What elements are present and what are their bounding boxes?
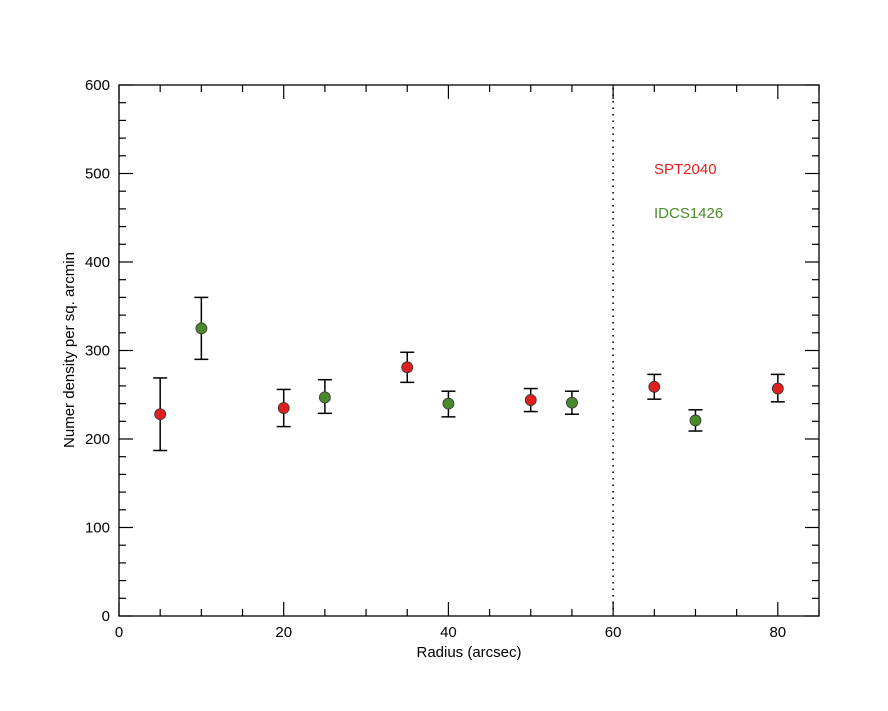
point-spt2040: [401, 361, 414, 374]
x-tick-label: 20: [275, 624, 292, 641]
y-tick-label: 600: [85, 77, 110, 94]
x-axis-label: Radius (arcsec): [416, 644, 521, 661]
point-spt2040: [771, 382, 784, 395]
point-idcs1426: [195, 322, 208, 335]
x-tick-label: 60: [605, 624, 622, 641]
legend: SPT2040 IDCS1426: [654, 161, 723, 222]
point-idcs1426: [566, 396, 578, 409]
axis-ticks: [118, 84, 820, 617]
y-tick-label: 100: [85, 520, 110, 537]
point-spt2040: [648, 380, 661, 393]
legend-entry-idcs1426: IDCS1426: [654, 205, 723, 222]
point-idcs1426: [442, 397, 455, 410]
y-tick-label: 500: [85, 166, 110, 183]
point-spt2040: [277, 402, 290, 414]
point-spt2040: [524, 394, 537, 406]
data-points: [153, 296, 785, 452]
point-idcs1426: [318, 391, 331, 404]
x-tick-label: 40: [440, 624, 457, 641]
y-tick-label: 400: [85, 254, 110, 271]
legend-entry-spt2040: SPT2040: [654, 161, 717, 178]
y-axis-label: Numer density per sq. arcmin: [61, 252, 78, 448]
x-tick-label: 80: [769, 624, 786, 641]
point-spt2040: [154, 408, 167, 421]
point-idcs1426: [689, 414, 702, 427]
y-tick-label: 0: [102, 608, 110, 625]
y-tick-label: 200: [85, 431, 110, 448]
x-tick-label: 0: [115, 624, 123, 641]
y-tick-label: 300: [85, 343, 110, 360]
tick-labels: 0 20 40 60 80 0 100 200 300 400 500 600: [85, 77, 786, 641]
